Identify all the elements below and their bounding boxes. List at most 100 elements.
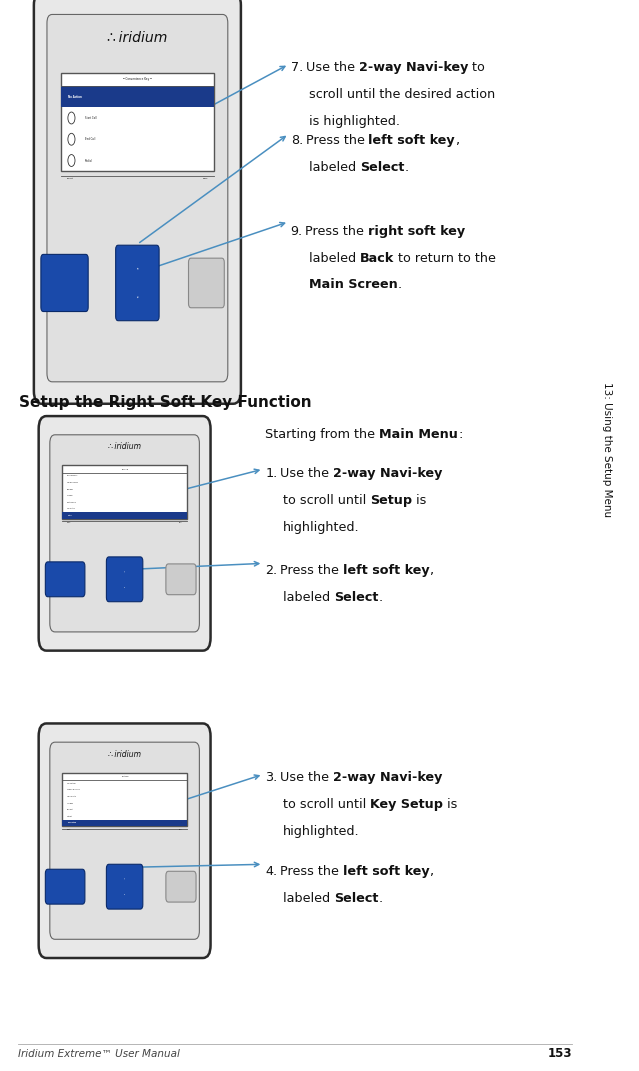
FancyBboxPatch shape xyxy=(41,255,88,312)
Circle shape xyxy=(68,133,75,146)
FancyBboxPatch shape xyxy=(39,417,211,651)
Text: 9.: 9. xyxy=(291,225,303,238)
Text: ,: , xyxy=(455,134,459,147)
Text: 7.: 7. xyxy=(291,61,303,74)
FancyBboxPatch shape xyxy=(50,742,199,939)
Text: Press the: Press the xyxy=(305,134,369,147)
Bar xyxy=(62,819,187,826)
Text: Press the: Press the xyxy=(305,225,368,238)
Text: Back: Back xyxy=(360,252,394,265)
Text: .: . xyxy=(378,892,383,905)
Text: labeled: labeled xyxy=(283,591,334,604)
FancyBboxPatch shape xyxy=(106,557,143,602)
Text: ▼: ▼ xyxy=(137,297,138,299)
Text: Key Setup: Key Setup xyxy=(68,823,76,824)
Text: labeled: labeled xyxy=(283,892,334,905)
Text: 153: 153 xyxy=(548,1047,572,1060)
Text: left soft key: left soft key xyxy=(343,865,429,878)
Text: Call Options: Call Options xyxy=(67,783,75,784)
Text: is highlighted.: is highlighted. xyxy=(309,115,399,127)
Text: .: . xyxy=(404,161,408,174)
FancyBboxPatch shape xyxy=(116,245,159,320)
Text: Select: Select xyxy=(360,161,404,174)
Text: :: : xyxy=(458,428,463,441)
Text: Key Setup: Key Setup xyxy=(371,798,443,811)
Text: Select: Select xyxy=(67,522,71,523)
Text: Main Menu: Main Menu xyxy=(379,428,458,441)
Text: 1.: 1. xyxy=(265,467,277,480)
Text: scroll until the desired action: scroll until the desired action xyxy=(309,88,495,101)
FancyBboxPatch shape xyxy=(34,0,241,404)
Text: Use the: Use the xyxy=(305,61,358,74)
Text: Backlight: Backlight xyxy=(67,809,73,811)
Text: ∴ iridium: ∴ iridium xyxy=(107,31,167,45)
Text: Time & Date: Time & Date xyxy=(67,796,76,797)
FancyBboxPatch shape xyxy=(47,15,228,382)
Text: Select: Select xyxy=(334,892,378,905)
Text: Iridium Extreme™ User Manual: Iridium Extreme™ User Manual xyxy=(18,1049,180,1059)
Bar xyxy=(62,773,187,826)
Text: left soft key: left soft key xyxy=(343,564,429,577)
Text: is: is xyxy=(412,494,427,507)
Text: Select: Select xyxy=(334,591,378,604)
Text: No Action: No Action xyxy=(68,94,82,99)
Text: 8.: 8. xyxy=(291,134,303,147)
Text: is: is xyxy=(443,798,458,811)
FancyBboxPatch shape xyxy=(45,870,85,904)
Text: highlighted.: highlighted. xyxy=(283,825,360,838)
Text: 2.: 2. xyxy=(265,564,277,577)
Text: .: . xyxy=(397,278,401,291)
Text: Setup: Setup xyxy=(68,515,73,516)
FancyBboxPatch shape xyxy=(166,872,196,902)
Text: 2-way Navi-key: 2-way Navi-key xyxy=(358,61,468,74)
Text: ─ Setup ─: ─ Setup ─ xyxy=(121,775,128,778)
Text: Use the: Use the xyxy=(280,771,333,784)
Bar xyxy=(62,512,187,518)
FancyBboxPatch shape xyxy=(39,724,211,957)
FancyBboxPatch shape xyxy=(50,435,199,632)
Text: 4.: 4. xyxy=(265,865,277,878)
Text: Call History: Call History xyxy=(67,509,75,510)
Text: Setup: Setup xyxy=(371,494,412,507)
Text: Press the: Press the xyxy=(280,865,343,878)
Text: right soft key: right soft key xyxy=(368,225,465,238)
FancyBboxPatch shape xyxy=(166,564,196,594)
Text: ∴ iridium: ∴ iridium xyxy=(108,442,141,451)
Text: Contrast: Contrast xyxy=(67,816,73,817)
Text: to scroll until: to scroll until xyxy=(283,494,371,507)
Text: labeled: labeled xyxy=(309,161,360,174)
Bar xyxy=(62,466,187,518)
Text: labeled: labeled xyxy=(309,252,360,265)
Text: Data Modem: Data Modem xyxy=(67,501,76,503)
Text: ─ Convenience Key ─: ─ Convenience Key ─ xyxy=(123,77,151,81)
Circle shape xyxy=(68,154,75,166)
Text: ∴ iridium: ∴ iridium xyxy=(108,750,141,758)
FancyBboxPatch shape xyxy=(45,562,85,597)
Text: End Call: End Call xyxy=(85,137,96,141)
Text: Select: Select xyxy=(67,829,71,830)
Text: Setup the Right Soft Key Function: Setup the Right Soft Key Function xyxy=(19,395,312,410)
Text: Main Screen: Main Screen xyxy=(309,278,397,291)
Text: 2-way Navi-key: 2-way Navi-key xyxy=(333,771,442,784)
FancyBboxPatch shape xyxy=(106,864,143,909)
Text: 3.: 3. xyxy=(265,771,277,784)
Bar xyxy=(61,73,214,171)
Circle shape xyxy=(68,112,75,124)
Text: .: . xyxy=(378,591,383,604)
Text: Redial: Redial xyxy=(85,159,93,163)
Text: ▲: ▲ xyxy=(137,268,138,269)
Text: Start Call: Start Call xyxy=(85,116,97,120)
Text: Use the: Use the xyxy=(280,467,333,480)
Text: highlighted.: highlighted. xyxy=(283,521,360,533)
Text: left soft key: left soft key xyxy=(369,134,455,147)
Text: 13: Using the Setup Menu: 13: Using the Setup Menu xyxy=(602,382,612,517)
Text: to: to xyxy=(468,61,485,74)
Text: ,: , xyxy=(429,564,433,577)
Text: ,: , xyxy=(429,865,433,878)
Text: to return to the: to return to the xyxy=(394,252,496,265)
Text: Press the: Press the xyxy=(280,564,343,577)
Text: Starting from the: Starting from the xyxy=(265,428,379,441)
FancyBboxPatch shape xyxy=(189,258,224,307)
Text: to scroll until: to scroll until xyxy=(283,798,371,811)
Bar xyxy=(61,86,214,107)
